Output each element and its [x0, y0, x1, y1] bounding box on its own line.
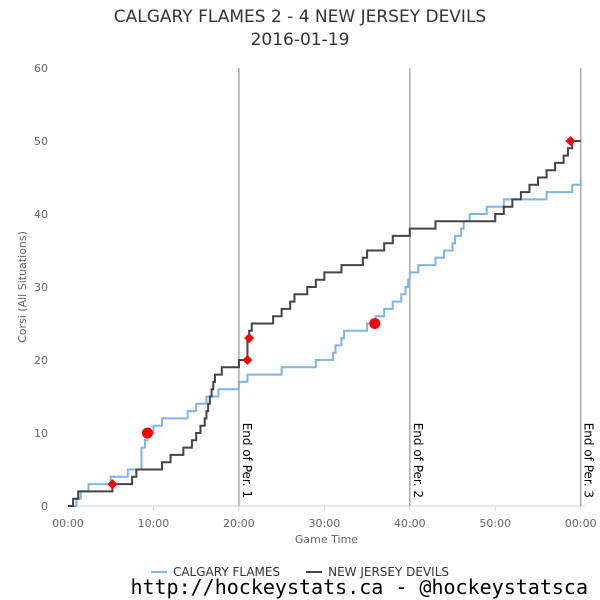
period-marker-label: End of Per. 2 [411, 423, 425, 498]
x-tick-label: 30:00 [309, 517, 341, 530]
goal-marker-calgary [141, 427, 153, 439]
x-tick-label: 10:00 [138, 517, 170, 530]
period-marker-label: End of Per. 3 [582, 423, 596, 498]
x-tick-label: 20:00 [223, 517, 255, 530]
chart-title: CALGARY FLAMES 2 - 4 NEW JERSEY DEVILS [113, 7, 487, 27]
x-tick-label: 40:00 [394, 517, 426, 530]
period-marker-label: End of Per. 1 [240, 423, 254, 498]
legend-swatch-new-jersey [306, 571, 323, 573]
legend-item-new-jersey[interactable]: NEW JERSEY DEVILS [306, 565, 449, 579]
x-tick-label: 50:00 [479, 517, 511, 530]
x-tick-label: 00:00 [565, 517, 597, 530]
series-line-calgary [68, 177, 582, 507]
y-tick-label: 60 [34, 62, 48, 75]
goal-marker-calgary [369, 318, 381, 329]
chart-title-block: CALGARY FLAMES 2 - 4 NEW JERSEY DEVILS 2… [0, 6, 600, 52]
y-tick-label: 40 [34, 208, 48, 221]
y-tick-label: 20 [34, 354, 48, 367]
y-tick-label: 50 [34, 135, 48, 148]
y-axis-title: Corsi (All Situations) [16, 231, 29, 343]
footer-credit: http://hockeystats.ca - @hockeystatsca [130, 575, 588, 599]
x-tick-label: 00:00 [52, 517, 84, 530]
goal-marker-new-jersey [244, 333, 255, 344]
series-line-new-jersey [68, 140, 581, 507]
y-tick-label: 0 [41, 500, 48, 513]
goal-marker-new-jersey [565, 136, 576, 146]
y-tick-label: 30 [34, 281, 48, 294]
legend-swatch-calgary [150, 571, 167, 573]
legend-label-new-jersey: NEW JERSEY DEVILS [328, 565, 450, 579]
goal-marker-new-jersey [242, 355, 253, 365]
chart-subtitle: 2016-01-19 [250, 30, 350, 50]
corsi-chart: 0 10 20 30 40 50 60 00:00 10:00 20:00 30:00 40:00 50… [16, 62, 597, 546]
x-axis-title: Game Time [295, 533, 358, 546]
y-tick-label: 10 [34, 427, 48, 440]
legend: CALGARY FLAMES NEW JERSEY DEVILS [0, 565, 600, 579]
goal-marker-new-jersey [107, 479, 118, 490]
legend-label-calgary: CALGARY FLAMES [172, 565, 281, 579]
legend-item-calgary[interactable]: CALGARY FLAMES [150, 565, 281, 579]
